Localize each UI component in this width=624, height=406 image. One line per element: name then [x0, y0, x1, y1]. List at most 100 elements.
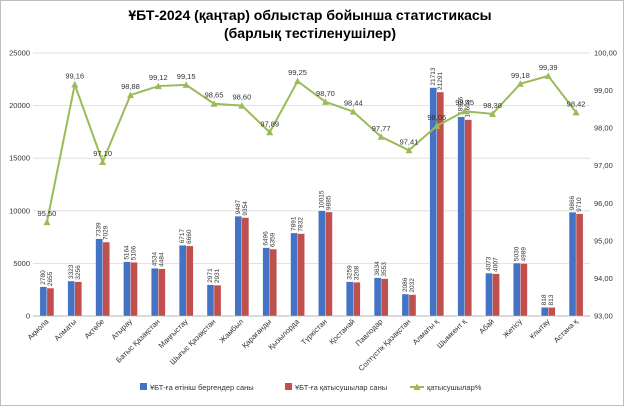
line-marker [71, 81, 79, 88]
line-marker [210, 100, 218, 107]
bar [241, 217, 250, 317]
line-value-label: 98,60 [232, 93, 251, 102]
bar-value-label: 4534 [151, 251, 158, 266]
line-marker [99, 158, 107, 165]
line-marker [516, 80, 524, 87]
bar [46, 287, 55, 317]
bar [520, 263, 528, 317]
bar-value-label: 2780 [40, 270, 47, 285]
bar-value-label: 2032 [409, 278, 416, 293]
category-label: Қызылорда [266, 316, 301, 351]
bar-value-label: 4073 [486, 256, 493, 271]
line-marker [405, 146, 413, 154]
y-left-tick-label: 25000 [9, 49, 30, 58]
category-label: Шымкент қ [435, 317, 469, 351]
line-value-label: 95,50 [38, 209, 57, 218]
bar [408, 294, 417, 317]
line-value-label: 99,16 [65, 72, 84, 81]
y-right-tick-label: 98,00 [594, 124, 613, 133]
y-right-tick-label: 96,00 [594, 199, 613, 208]
line-value-label: 99,15 [177, 72, 196, 81]
line-value-label: 97,77 [372, 124, 391, 133]
bar [67, 280, 75, 317]
bar-value-label: 2086 [402, 277, 409, 292]
y-left-tick-label: 10000 [9, 206, 30, 215]
line-marker [461, 107, 469, 115]
bar-value-label: 3323 [68, 264, 75, 279]
line-marker [377, 133, 385, 140]
bar-value-label: 21713 [430, 67, 437, 85]
legend-swatch [285, 383, 292, 390]
bar-value-label: 3634 [374, 261, 381, 276]
line-value-label: 98,70 [316, 89, 335, 98]
bar-value-label: 3259 [346, 265, 353, 280]
bar [151, 268, 159, 317]
bar-value-label: 18663 [465, 99, 472, 117]
bar [186, 245, 194, 317]
bar-value-label: 18926 [458, 96, 465, 114]
line-marker [43, 218, 51, 226]
bar [568, 212, 577, 317]
bar [541, 307, 549, 317]
line-marker [433, 122, 441, 129]
category-label: Алматы [52, 317, 78, 343]
bar-value-label: 2931 [214, 268, 221, 283]
category-label: Ақтөбе [83, 317, 107, 341]
line-marker [294, 77, 302, 85]
bar-value-label: 813 [548, 294, 555, 305]
bar [353, 282, 361, 317]
bar-value-label: 3256 [75, 265, 82, 280]
bar [123, 261, 131, 317]
bar [179, 245, 187, 317]
line-value-label: 98,88 [121, 82, 140, 91]
bar [130, 262, 138, 317]
category-label: Солтүстік Қазақстан [357, 317, 413, 373]
bar [492, 273, 500, 317]
bar-value-label: 10015 [318, 190, 325, 208]
line-marker [349, 108, 357, 115]
line-value-label: 99,12 [149, 73, 168, 82]
category-label: Жетісу [501, 317, 524, 340]
line-value-label: 98,42 [567, 99, 586, 108]
category-label: Абай [477, 317, 496, 336]
bar [457, 116, 465, 317]
y-left-tick-label: 20000 [9, 101, 30, 110]
bar-value-label: 9866 [569, 195, 576, 210]
bar-value-label: 7029 [103, 225, 110, 240]
bar [346, 281, 354, 317]
bar-value-label: 9354 [242, 201, 249, 216]
legend-label: ҰБТ-ға қатысушылар саны [295, 383, 387, 392]
bar [269, 248, 277, 317]
line-value-label: 99,18 [511, 71, 530, 80]
bar [74, 281, 82, 317]
bar-value-label: 6660 [186, 229, 193, 244]
line-value-label: 98,38 [483, 101, 502, 110]
category-label: Ұлытау [527, 317, 551, 341]
category-label: Жамбыл [217, 317, 245, 345]
bar-value-label: 5030 [513, 246, 520, 261]
y-right-tick-label: 93,00 [594, 312, 613, 321]
bar [575, 213, 584, 317]
line-value-label: 97,10 [93, 149, 112, 158]
legend-label: қатысушылар% [427, 383, 482, 392]
bar [464, 119, 472, 317]
bar [158, 268, 166, 317]
line-marker [154, 82, 162, 90]
line-marker [489, 110, 497, 117]
bar-value-label: 2655 [47, 271, 54, 286]
bar-value-label: 7891 [291, 216, 298, 231]
bar-value-label: 2971 [207, 268, 214, 283]
bar [39, 286, 48, 317]
legend-swatch [413, 383, 421, 390]
line-value-label: 98,45 [455, 98, 474, 107]
bar-value-label: 7832 [298, 217, 305, 232]
bar-value-label: 818 [541, 294, 548, 305]
bar [513, 262, 521, 317]
bar [206, 284, 215, 317]
bar-value-label: 4989 [520, 247, 527, 262]
line-series [45, 74, 577, 223]
legend-swatch [140, 383, 147, 390]
bar-value-label: 9885 [325, 195, 332, 210]
